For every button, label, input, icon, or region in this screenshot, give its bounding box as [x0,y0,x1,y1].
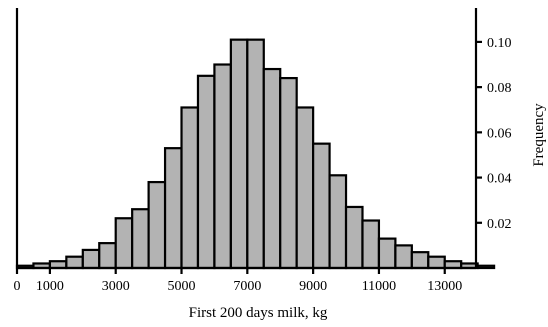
x-tick-label: 3000 [102,279,130,294]
histogram-bar [410,251,430,270]
histogram-bar [279,76,298,270]
histogram-bar [163,147,183,270]
histogram-bar [295,106,315,270]
histogram-bar [81,248,101,270]
y-tick-label: 0.08 [487,81,512,96]
histogram-bar [65,255,84,270]
histogram-bar [377,237,397,270]
x-tick-label: 7000 [233,279,261,294]
x-tick-label: 13000 [427,279,462,294]
y-axis-label: Frequency [531,103,547,167]
histogram-bar [246,38,265,270]
x-tick-label: 11000 [362,279,396,294]
histogram-bar [328,174,348,270]
y-tick-label: 0.10 [487,36,512,51]
bars-group [15,38,496,270]
y-ticks-group: 0.02 0.04 0.06 0.08 0.10 [476,36,512,232]
y-tick-label: 0.04 [487,172,512,187]
x-tick-label: 0 [14,279,21,294]
y-tick-label: 0.06 [487,126,512,141]
histogram-bar [196,74,216,270]
histogram-bar [427,255,446,270]
x-tick-label: 5000 [168,279,196,294]
y-tick-label: 0.02 [487,217,512,232]
x-ticks-group: 0 1000 3000 5000 7000 9000 11000 13000 [14,268,462,294]
histogram-bar [361,219,381,270]
histogram-bar [394,244,413,270]
histogram-bar [229,38,249,270]
x-tick-label: 9000 [299,279,327,294]
histogram-bar [147,180,167,270]
histogram-bar [262,67,282,270]
histogram-bar [213,63,232,270]
histogram-bar [476,264,496,270]
histogram-bar [344,205,364,270]
histogram-bar [131,208,150,270]
histogram-bar [312,142,331,270]
histogram-bar [114,217,134,270]
histogram-bar [180,106,200,270]
histogram-bar [98,242,117,270]
x-axis-label: First 200 days milk, kg [189,305,328,321]
x-tick-label: 1000 [36,279,64,294]
